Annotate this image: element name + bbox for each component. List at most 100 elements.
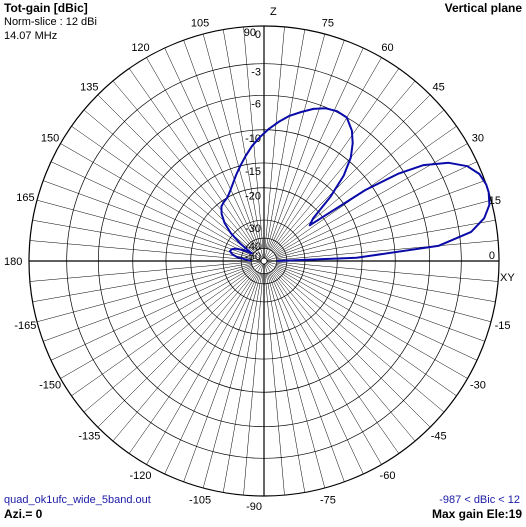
grid-spoke [60, 143, 262, 260]
grid-spoke [265, 57, 382, 259]
angle-label: -150 [39, 380, 61, 392]
grid-spoke [43, 180, 253, 257]
grid-spoke [50, 266, 253, 361]
grid-spoke [202, 263, 264, 489]
grid-spoke [146, 57, 263, 259]
gain-pattern-line [220, 107, 491, 262]
grid-spoke [32, 262, 252, 303]
grid-spoke [183, 272, 260, 482]
grid-spoke [272, 80, 416, 252]
angle-label: 15 [489, 195, 501, 207]
xy-axis-label: XY [500, 272, 515, 284]
grid-spoke [265, 94, 431, 260]
radial-tick-label: -6 [251, 98, 261, 110]
grid-spoke [183, 40, 260, 250]
max-gain-label: Max gain Ele:19 [431, 507, 522, 521]
grid-spoke [164, 272, 259, 475]
grid-spoke [32, 219, 252, 260]
grid-spoke [112, 80, 256, 252]
grid-spoke [50, 161, 253, 256]
grid-spoke [266, 199, 492, 261]
grid-spoke [36, 261, 262, 323]
angle-label: 60 [381, 42, 393, 54]
grid-spoke [243, 273, 264, 496]
grid-spoke [264, 263, 326, 489]
radial-tick-label: -30 [245, 223, 261, 235]
grid-spoke [275, 265, 485, 342]
angle-label: -30 [470, 380, 486, 392]
angle-label: -15 [495, 320, 511, 332]
angle-label: 135 [80, 81, 98, 93]
angle-label: 90 [244, 27, 256, 39]
grid-spoke [36, 199, 262, 261]
grid-spoke [266, 262, 468, 379]
angle-label: 45 [433, 81, 445, 93]
grid-spoke [268, 40, 345, 250]
grid-spoke [274, 268, 457, 396]
grid-spoke [29, 240, 252, 261]
radial-tick-label: -15 [245, 166, 261, 178]
gain-range-label: -987 < dBic < 12 [439, 494, 520, 506]
angle-label: 75 [322, 17, 334, 29]
grid-spoke [276, 262, 496, 303]
z-axis-label: Z [270, 6, 277, 18]
angle-label: -120 [129, 470, 151, 482]
grid-spoke [266, 143, 468, 260]
angle-label: -135 [78, 431, 100, 443]
grid-spoke [275, 180, 485, 257]
grid-spoke [271, 68, 399, 251]
grid-spoke [265, 273, 306, 493]
angle-label: -165 [14, 320, 36, 332]
grid-spoke [202, 33, 264, 259]
grid-spoke [265, 263, 382, 465]
grid-spoke [273, 269, 445, 413]
angle-label: 120 [131, 42, 149, 54]
grid-spoke [222, 273, 263, 493]
grid-spoke [265, 29, 306, 249]
grid-spoke [276, 261, 499, 282]
angle-label: -105 [189, 495, 211, 507]
grid-spoke [29, 261, 252, 282]
grid-spoke [269, 47, 364, 250]
angle-label: -45 [431, 431, 447, 443]
angle-label: 30 [472, 133, 484, 145]
polar-grid [28, 25, 500, 497]
angle-label: -60 [380, 470, 396, 482]
grid-spoke [164, 47, 259, 250]
grid-spoke [83, 109, 255, 253]
angle-label: -90 [246, 501, 262, 513]
grid-spoke [275, 161, 478, 256]
grid-spoke [268, 272, 345, 482]
grid-spoke [265, 262, 431, 428]
grid-spoke [276, 219, 496, 260]
grid-spoke [71, 126, 254, 254]
grid-spoke [273, 109, 445, 253]
grid-spoke [97, 94, 263, 260]
grid-spoke [266, 261, 492, 323]
angle-label: -75 [320, 495, 336, 507]
azimuth-label: Azi.= 0 [4, 507, 43, 521]
grid-spoke [243, 26, 264, 249]
angle-label: 0 [489, 250, 495, 262]
grid-spoke [269, 272, 364, 475]
frequency-label: 14.07 MHz [4, 30, 58, 42]
grid-spoke [264, 273, 285, 496]
grid-spoke [276, 240, 499, 261]
grid-spoke [60, 262, 262, 379]
grid-spoke [129, 68, 257, 251]
chart-title: Tot-gain [dBic] [4, 1, 88, 15]
grid-spoke [264, 33, 326, 259]
angle-labels: 90105120135150165180-165-150-135-120-105… [4, 17, 511, 513]
grid-spoke [112, 270, 256, 442]
grid-spoke [272, 270, 416, 442]
radial-tick-label: -3 [251, 67, 261, 79]
grid-spoke [83, 269, 255, 413]
grid-spoke [222, 29, 263, 249]
grid-spoke [71, 268, 254, 396]
radial-tick-label: -20 [245, 191, 261, 203]
angle-label: 105 [191, 17, 209, 29]
norm-slice-label: Norm-slice : 12 dBi [4, 16, 97, 28]
angle-label: 150 [41, 133, 59, 145]
